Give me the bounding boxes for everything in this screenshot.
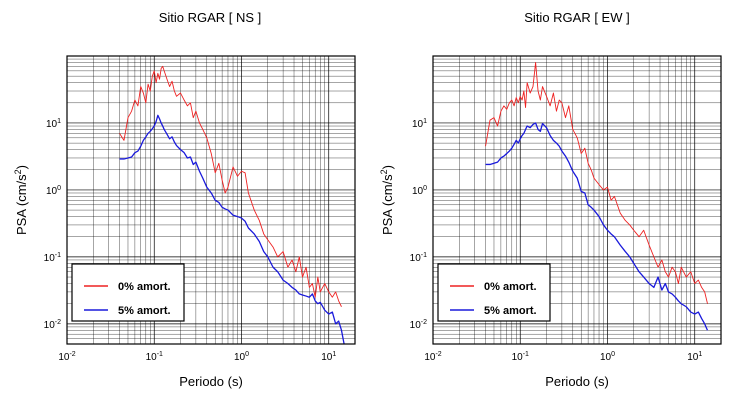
legend-label-5pct: 5% amort. xyxy=(118,305,171,317)
y-tick-label: 10-2 xyxy=(44,319,61,331)
x-tick-label: 10-2 xyxy=(58,351,75,363)
y-tick-label: 101 xyxy=(46,118,61,130)
chart-title: Sitio RGAR [ NS ] xyxy=(159,10,262,25)
series-line-5pct xyxy=(119,114,345,345)
y-tick-label: 100 xyxy=(412,185,427,197)
x-tick-label: 101 xyxy=(321,351,336,363)
y-axis-label: PSA (cm/s2) xyxy=(13,165,29,235)
chart-panel-ew: Sitio RGAR [ EW ] 10-2 10-1 100 101 10-2 10-1… xyxy=(379,10,722,389)
legend-label-5pct: 5% amort. xyxy=(484,305,537,317)
series-lines xyxy=(119,65,345,345)
tick-labels: 10-2 10-1 100 101 10-2 10-1 100 101 xyxy=(410,118,703,363)
x-tick-label: 101 xyxy=(687,351,702,363)
legend-label-0pct: 0% amort. xyxy=(118,281,171,293)
chart-panel-ns: Sitio RGAR [ NS ] 10-2 10-1 100 101 10-2 10-1… xyxy=(13,10,356,389)
legend-box xyxy=(71,263,185,322)
x-axis-label: Periodo (s) xyxy=(545,374,609,389)
y-axis-label: PSA (cm/s2) xyxy=(379,165,395,235)
x-tick-label: 10-1 xyxy=(512,351,529,363)
chart-title: Sitio RGAR [ EW ] xyxy=(524,10,629,25)
x-tick-label: 100 xyxy=(234,351,249,363)
legend: 0% amort. 5% amort. xyxy=(71,263,185,322)
legend-label-0pct: 0% amort. xyxy=(484,281,537,293)
y-axis-label-exp: 2 xyxy=(13,169,23,174)
y-tick-label: 10-1 xyxy=(410,252,427,264)
plot-frame xyxy=(432,55,722,345)
y-tick-label: 100 xyxy=(46,185,61,197)
y-axis-label-text: PSA (cm/s xyxy=(14,174,29,235)
series-line-0pct xyxy=(485,62,708,304)
series-lines xyxy=(485,62,709,331)
x-tick-label: 10-2 xyxy=(424,351,441,363)
tick-labels: 10-2 10-1 100 101 10-2 10-1 100 101 xyxy=(44,118,337,363)
plot-frame xyxy=(66,55,356,345)
y-tick-label: 101 xyxy=(412,118,427,130)
y-axis-label-exp: 2 xyxy=(379,169,389,174)
y-axis-label-close: ) xyxy=(14,165,29,169)
y-axis-label-text: PSA (cm/s xyxy=(380,174,395,235)
y-axis-label-close: ) xyxy=(380,165,395,169)
y-tick-label: 10-1 xyxy=(44,252,61,264)
series-line-0pct xyxy=(119,65,342,307)
legend-box xyxy=(437,263,551,322)
legend: 0% amort. 5% amort. xyxy=(437,263,551,322)
x-tick-label: 100 xyxy=(600,351,615,363)
x-tick-label: 10-1 xyxy=(146,351,163,363)
y-tick-label: 10-2 xyxy=(410,319,427,331)
x-axis-label: Periodo (s) xyxy=(179,374,243,389)
series-line-5pct xyxy=(485,122,709,331)
